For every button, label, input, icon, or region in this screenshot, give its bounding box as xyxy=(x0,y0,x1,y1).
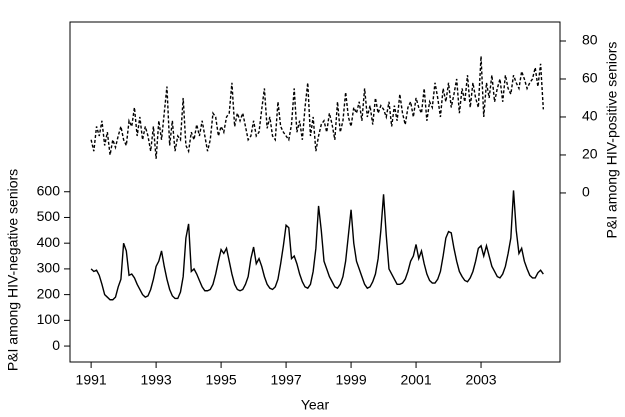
y-tick-label: 0 xyxy=(52,337,60,353)
series-line xyxy=(90,56,545,159)
y2-tick-label: 20 xyxy=(582,146,598,162)
x-tick-label: 1995 xyxy=(206,372,237,388)
y-tick-label: 500 xyxy=(37,208,61,224)
series-line xyxy=(90,190,544,301)
y2-tick-label: 60 xyxy=(582,70,598,86)
x-tick-label: 2003 xyxy=(465,372,496,388)
y2-tick-label: 40 xyxy=(582,108,598,124)
x-tick-label: 2001 xyxy=(400,372,431,388)
y-axis-label: P&I among HIV-negative seniors xyxy=(5,169,21,371)
y-tick-label: 200 xyxy=(37,285,61,301)
y-tick-label: 100 xyxy=(37,311,61,327)
y-tick-label: 300 xyxy=(37,260,61,276)
x-tick-label: 1997 xyxy=(271,372,302,388)
y2-tick-label: 80 xyxy=(582,32,598,48)
y2-axis-label: P&I among HIV-positive seniors xyxy=(604,42,620,239)
plot-frame xyxy=(69,21,561,363)
x-axis-label: Year xyxy=(301,397,330,413)
x-tick-label: 1993 xyxy=(141,372,172,388)
y2-tick-label: 0 xyxy=(582,184,590,200)
y-tick-label: 400 xyxy=(37,234,61,250)
y-tick-label: 600 xyxy=(37,182,61,198)
x-tick-label: 1999 xyxy=(335,372,366,388)
x-tick-label: 1991 xyxy=(76,372,107,388)
